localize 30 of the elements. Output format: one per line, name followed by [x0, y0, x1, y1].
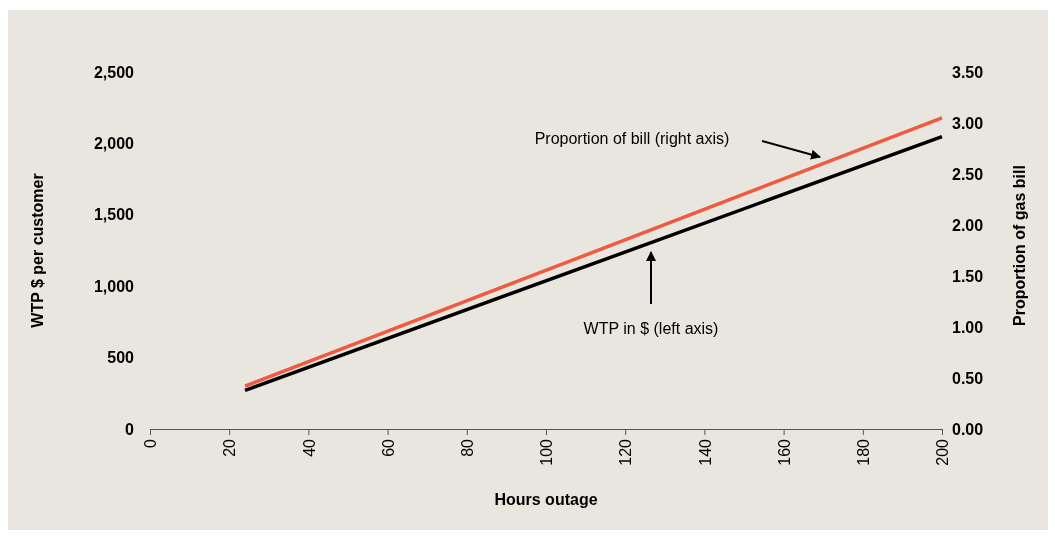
y2-tick-label: 0.50: [952, 369, 984, 387]
y-axis-title: WTP $ per customer: [29, 173, 46, 328]
y2-tick-label: 3.50: [952, 63, 984, 81]
y-tick-label: 1,000: [93, 277, 135, 295]
x-tick-label: 120: [617, 438, 635, 466]
x-tick-label: 60: [379, 438, 397, 457]
x-tick-label: 40: [300, 438, 318, 457]
x-tick-label: 100: [538, 438, 556, 466]
x-tick-label: 160: [775, 438, 793, 466]
x-tick-label: 0: [142, 438, 160, 448]
y2-tick-label: 2.00: [952, 216, 984, 234]
x-tick-label: 180: [854, 438, 872, 466]
y2-tick-label: 0.00: [952, 420, 984, 438]
y-tick-label: 2,000: [93, 135, 135, 153]
y2-tick-label: 3.00: [952, 114, 984, 132]
y2-tick-label: 2.50: [952, 165, 984, 183]
y-tick-label: 2,500: [93, 63, 135, 81]
x-tick-label: 140: [696, 438, 714, 466]
x-tick-label: 200: [934, 438, 952, 466]
y-tick-label: 1,500: [93, 206, 135, 224]
x-tick-label: 20: [221, 438, 239, 457]
y-tick-label: 500: [107, 349, 135, 367]
x-axis-title: Hours outage: [494, 491, 598, 508]
x-tick-label: 80: [458, 438, 476, 457]
y2-axis-title: Proportion of gas bill: [1011, 165, 1028, 326]
y2-tick-label: 1.00: [952, 318, 984, 336]
y-tick-label: 0: [125, 420, 135, 438]
annotation: Proportion of bill (right axis): [534, 130, 730, 147]
y2-tick-label: 1.50: [952, 267, 984, 285]
annotation: WTP in $ (left axis): [583, 320, 719, 337]
